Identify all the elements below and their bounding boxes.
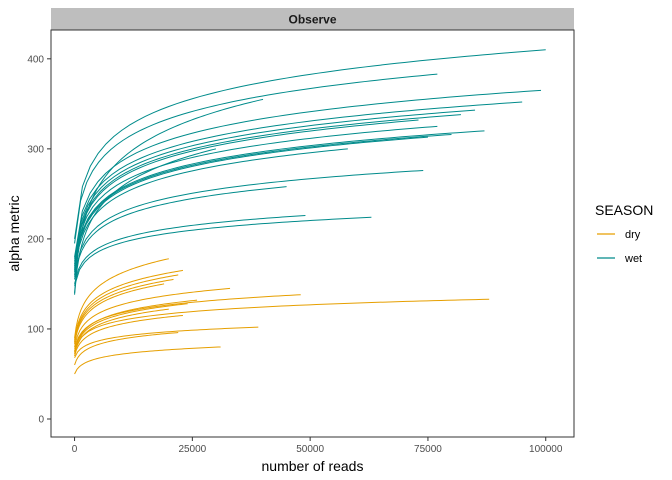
curve-dry-25	[74, 298, 490, 351]
curve-wet-15	[74, 216, 372, 286]
x-axis-title: number of reads	[262, 458, 364, 474]
curve-dry-20	[74, 274, 179, 342]
curve-wet-14	[74, 214, 306, 285]
curve-wet-11	[74, 148, 348, 275]
curve-dry-29	[74, 314, 183, 357]
y-tick-label: 200	[27, 234, 44, 245]
legend: SEASON dry wet	[595, 202, 653, 265]
y-axis-title: alpha metric	[6, 195, 22, 271]
legend-label-wet: wet	[624, 253, 642, 265]
curve-wet-16	[74, 98, 264, 293]
curve-dry-23	[74, 287, 231, 348]
curve-dry-27	[74, 303, 188, 353]
x-tick-label: 100000	[529, 444, 563, 455]
plot-panel	[50, 29, 575, 438]
curve-wet-5	[74, 114, 461, 265]
curve-dry-19	[74, 269, 184, 340]
curve-wet-3	[74, 101, 523, 259]
curve-dry-21	[74, 278, 174, 343]
curve-dry-26	[74, 299, 198, 352]
curve-dry-31	[74, 332, 179, 366]
y-tick-label: 0	[38, 414, 44, 425]
curve-dry-28	[74, 308, 169, 355]
x-tick-label: 50000	[296, 444, 324, 455]
x-tick-label: 75000	[414, 444, 442, 455]
curve-wet-17	[74, 148, 217, 295]
curve-dry-18	[74, 258, 169, 339]
x-tick-label: 0	[72, 444, 78, 455]
curve-wet-9	[74, 133, 452, 271]
legend-label-dry: dry	[625, 229, 641, 241]
y-tick-label: 300	[27, 144, 44, 155]
y-axis: 0 100 200 300 400	[27, 54, 51, 425]
curve-wet-13	[74, 186, 287, 280]
curve-wet-0	[74, 49, 546, 239]
legend-title: SEASON	[595, 202, 653, 218]
curve-wet-1	[74, 73, 438, 244]
curve-wet-2	[74, 89, 542, 257]
curve-wet-12	[74, 169, 424, 277]
curve-dry-30	[74, 326, 259, 358]
curve-dry-32	[74, 346, 221, 375]
y-tick-label: 100	[27, 324, 44, 335]
curve-wet-7	[74, 125, 438, 268]
x-tick-label: 25000	[178, 444, 206, 455]
y-tick-label: 400	[27, 54, 44, 65]
curve-wet-8	[74, 130, 485, 270]
curve-dry-22	[74, 283, 165, 345]
x-axis: 0 25000 50000 75000 100000	[72, 437, 563, 455]
curve-wet-6	[74, 119, 419, 266]
curve-wet-4	[74, 109, 476, 262]
facet-strip	[51, 8, 574, 30]
curves-group	[74, 49, 546, 375]
facet-label: Observe	[288, 13, 336, 27]
curve-wet-10	[74, 136, 428, 273]
legend-entries: dry wet	[597, 229, 642, 265]
